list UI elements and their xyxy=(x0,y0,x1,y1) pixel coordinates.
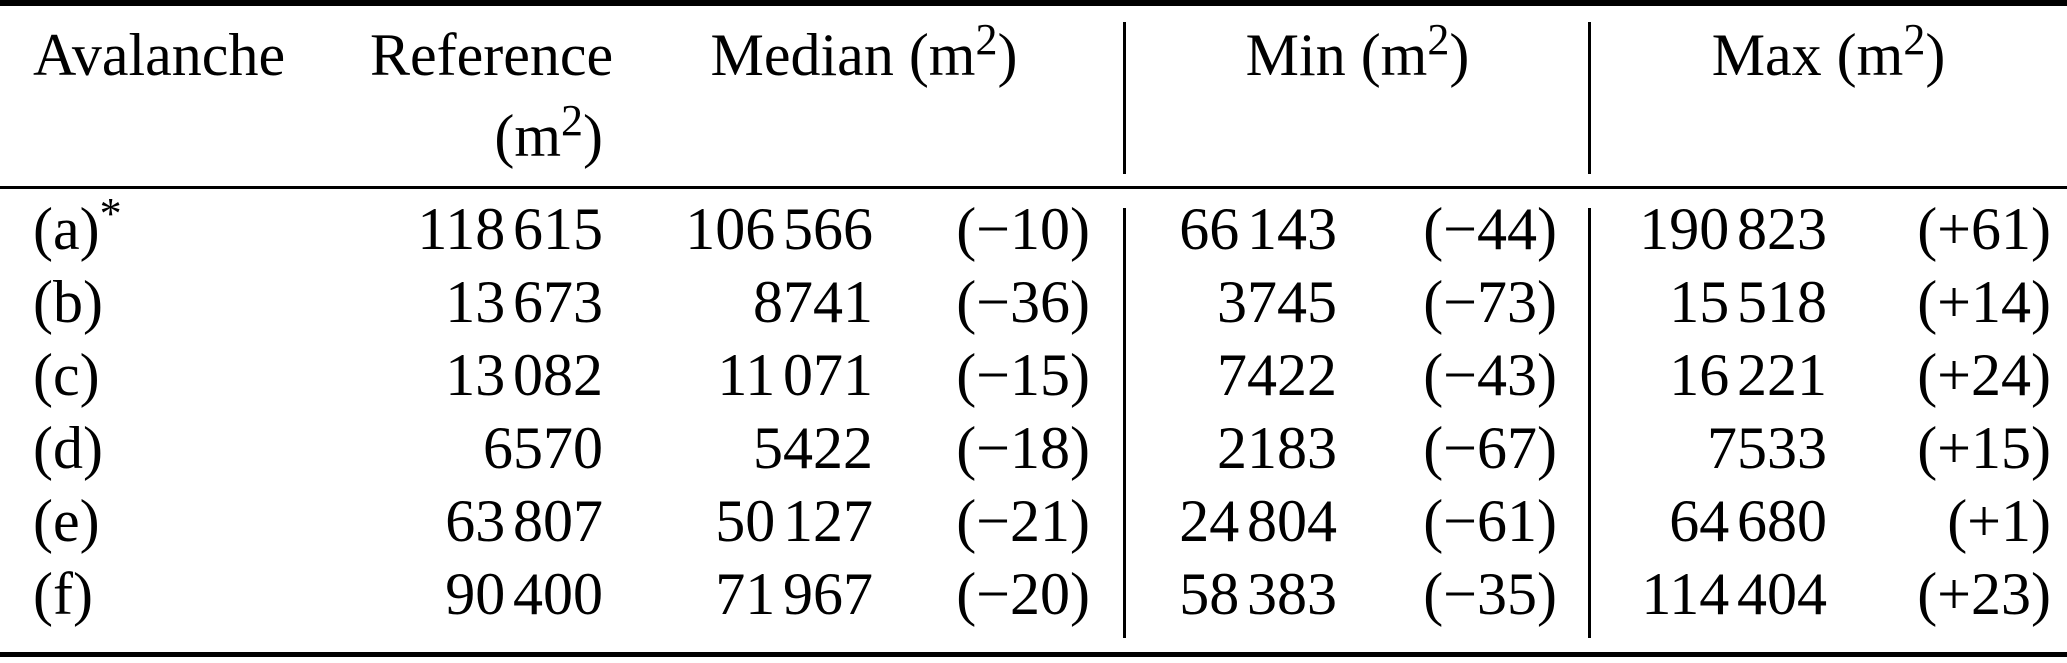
table-row: (d) 6570 5422 (−18) 2183 (−67) 7533 (+15… xyxy=(0,412,2067,485)
min-change-pct: (−35) xyxy=(1423,561,1557,627)
header-avalanche: Avalanche xyxy=(0,6,370,186)
column-divider-max-header xyxy=(1588,22,1591,174)
max-value: 16 221 xyxy=(1669,342,1827,408)
max-change-pct: (+61) xyxy=(1917,196,2051,262)
avalanche-label-cell: (e) xyxy=(33,488,100,554)
median-value: 11 071 xyxy=(717,342,873,408)
min-change-pct: (−73) xyxy=(1423,269,1557,335)
median-value: 8741 xyxy=(753,269,873,335)
reference-value: 13 673 xyxy=(445,269,603,335)
min-value: 3745 xyxy=(1217,269,1337,335)
median-value: 5422 xyxy=(753,415,873,481)
min-value: 58 383 xyxy=(1179,561,1337,627)
median-change-pct: (−36) xyxy=(956,269,1090,335)
table-row: (f) 90 400 71 967 (−20) 58 383 (−35) 114… xyxy=(0,558,2067,631)
header-min: Min (m2) xyxy=(1245,15,1470,89)
max-change-pct: (+1) xyxy=(1947,488,2051,554)
median-change-pct: (−20) xyxy=(956,561,1090,627)
reference-value: 6570 xyxy=(483,415,603,481)
max-value: 15 518 xyxy=(1669,269,1827,335)
table-header-row: Avalanche Reference (m2) Median (m2) Min… xyxy=(0,6,2067,189)
max-value: 190 823 xyxy=(1639,196,1827,262)
avalanche-label-asterisk: * xyxy=(99,189,122,238)
avalanche-label-cell: (b) xyxy=(33,269,103,335)
column-divider-min-body xyxy=(1123,208,1126,638)
header-avalanche-label: Avalanche xyxy=(33,22,286,88)
avalanche-label-cell: (c) xyxy=(33,342,100,408)
min-change-pct: (−43) xyxy=(1423,342,1557,408)
avalanche-label-cell: (f) xyxy=(33,561,93,627)
table-body: (a)* 118 615 106 566 (−10) 66 143 (−44) … xyxy=(0,189,2067,631)
median-value: 106 566 xyxy=(685,196,873,262)
table-row: (c) 13 082 11 071 (−15) 7422 (−43) 16 22… xyxy=(0,339,2067,412)
median-change-pct: (−15) xyxy=(956,342,1090,408)
max-change-pct: (+23) xyxy=(1917,561,2051,627)
max-value: 7533 xyxy=(1707,415,1827,481)
table-row: (b) 13 673 8741 (−36) 3745 (−73) 15 518 … xyxy=(0,266,2067,339)
median-value: 50 127 xyxy=(715,488,873,554)
table-row: (a)* 118 615 106 566 (−10) 66 143 (−44) … xyxy=(0,189,2067,266)
header-median: Median (m2) xyxy=(710,15,1018,89)
table-row: (e) 63 807 50 127 (−21) 24 804 (−61) 64 … xyxy=(0,485,2067,558)
median-change-pct: (−21) xyxy=(956,488,1090,554)
median-change-pct: (−10) xyxy=(956,196,1090,262)
reference-value: 90 400 xyxy=(445,561,603,627)
header-reference-unit: (m2) xyxy=(494,96,603,170)
reference-value: 13 082 xyxy=(445,342,603,408)
min-value: 2183 xyxy=(1217,415,1337,481)
median-change-pct: (−18) xyxy=(956,415,1090,481)
avalanche-label-cell: (d) xyxy=(33,415,103,481)
reference-value: 118 615 xyxy=(417,196,603,262)
median-value: 71 967 xyxy=(715,561,873,627)
min-change-pct: (−67) xyxy=(1423,415,1557,481)
min-value: 24 804 xyxy=(1179,488,1337,554)
avalanche-label-cell: (a)* xyxy=(33,189,122,263)
max-change-pct: (+15) xyxy=(1917,415,2051,481)
min-value: 66 143 xyxy=(1179,196,1337,262)
column-divider-max-body xyxy=(1588,208,1591,638)
min-value: 7422 xyxy=(1217,342,1337,408)
column-divider-min-header xyxy=(1123,22,1126,174)
max-change-pct: (+14) xyxy=(1917,269,2051,335)
header-reference-label: Reference xyxy=(370,22,614,88)
header-max: Max (m2) xyxy=(1711,15,1946,89)
max-value: 64 680 xyxy=(1669,488,1827,554)
reference-value: 63 807 xyxy=(445,488,603,554)
header-reference: Reference (m2) xyxy=(370,6,613,186)
min-change-pct: (−44) xyxy=(1423,196,1557,262)
max-value: 114 404 xyxy=(1641,561,1827,627)
max-change-pct: (+24) xyxy=(1917,342,2051,408)
min-change-pct: (−61) xyxy=(1423,488,1557,554)
